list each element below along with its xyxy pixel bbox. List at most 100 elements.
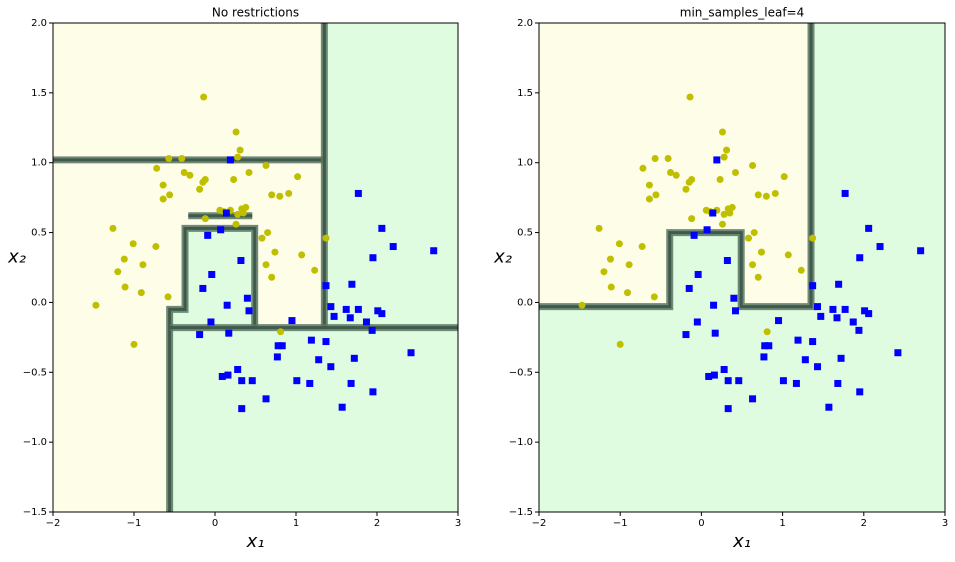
square-point [322, 338, 330, 346]
x-tick-label: −2 [46, 518, 61, 529]
square-point [709, 209, 717, 217]
square-point [761, 342, 769, 350]
square-point [835, 280, 843, 288]
y-tick-label: −1.5 [509, 507, 533, 518]
square-point [865, 224, 873, 232]
circle-point [595, 224, 603, 232]
circle-point [114, 268, 122, 276]
square-point [713, 156, 721, 164]
square-point [794, 336, 802, 344]
square-point [243, 294, 251, 302]
square-point [245, 307, 253, 315]
x-tick-label: −1 [613, 518, 628, 529]
x-tick-label: 1 [293, 518, 299, 529]
x-tick-label: 2 [861, 518, 867, 529]
square-point [330, 312, 338, 320]
square-point [217, 226, 225, 234]
circle-point [651, 155, 659, 163]
square-point [222, 209, 230, 217]
circle-point [749, 261, 757, 269]
circle-point [178, 155, 186, 163]
square-point [837, 354, 845, 362]
circle-point [262, 261, 270, 269]
circle-point [749, 162, 757, 170]
square-point [368, 326, 376, 334]
y-tick-label: 0.0 [31, 297, 47, 308]
circle-point [109, 224, 117, 232]
y-tick-label: −1.0 [509, 437, 533, 448]
square-point [841, 189, 849, 197]
y-tick-label: 1.5 [31, 88, 47, 99]
y-tick-label: 1.0 [31, 158, 47, 169]
square-point [876, 243, 884, 251]
square-point [723, 257, 731, 265]
square-point [735, 377, 743, 385]
circle-point [771, 189, 779, 197]
circle-point [762, 192, 770, 200]
square-point [234, 365, 242, 373]
circle-point [165, 155, 173, 163]
square-point [710, 371, 718, 379]
square-point [720, 365, 728, 373]
square-point [694, 270, 702, 278]
y-tick-label: 0.0 [517, 297, 533, 308]
square-point [814, 303, 822, 311]
y-tick-label: 1.5 [517, 88, 533, 99]
x-tick-label: 2 [374, 518, 380, 529]
square-point [730, 294, 738, 302]
circle-point [578, 301, 586, 309]
square-point [238, 405, 246, 413]
square-point [338, 403, 346, 411]
square-point [315, 356, 323, 364]
circle-point [639, 164, 647, 172]
circle-point [726, 209, 734, 217]
square-point [809, 282, 817, 290]
chart-title: min_samples_leaf=4 [680, 6, 805, 20]
circle-point [664, 155, 672, 163]
square-point [765, 342, 773, 350]
square-point [865, 310, 873, 318]
circle-point [234, 210, 242, 218]
circle-point [159, 195, 167, 203]
y-tick-label: 1.0 [517, 158, 533, 169]
circle-point [624, 289, 632, 297]
circle-point [139, 261, 147, 269]
square-point [829, 305, 837, 313]
axes-frame [538, 22, 946, 513]
circle-point [784, 251, 792, 259]
square-point [348, 280, 356, 288]
square-point [833, 314, 841, 322]
square-point [849, 318, 857, 326]
circle-point [294, 173, 302, 181]
square-point [825, 403, 833, 411]
square-point [224, 371, 232, 379]
circle-point [276, 192, 284, 200]
circle-point [616, 340, 624, 348]
square-point [207, 318, 215, 326]
circle-point [196, 185, 204, 193]
square-point [238, 377, 246, 385]
circle-point [232, 128, 240, 136]
square-point [749, 395, 757, 403]
circle-point [667, 168, 675, 176]
square-point [430, 247, 438, 255]
circle-point [720, 210, 728, 218]
square-point [248, 377, 256, 385]
axes [53, 23, 458, 512]
square-point [293, 377, 301, 385]
square-point [693, 318, 701, 326]
decision-region [539, 23, 945, 512]
circle-point [285, 189, 293, 197]
circle-point [686, 93, 694, 101]
square-point [223, 301, 231, 309]
x-tick-label: −2 [532, 518, 547, 529]
circle-point [268, 191, 276, 199]
circle-point [239, 209, 247, 217]
axes [539, 23, 945, 512]
circle-point [780, 173, 788, 181]
circle-point [757, 248, 765, 256]
circle-point [672, 171, 680, 179]
decision-region [169, 23, 458, 512]
square-point [327, 303, 335, 311]
circle-point [200, 93, 208, 101]
